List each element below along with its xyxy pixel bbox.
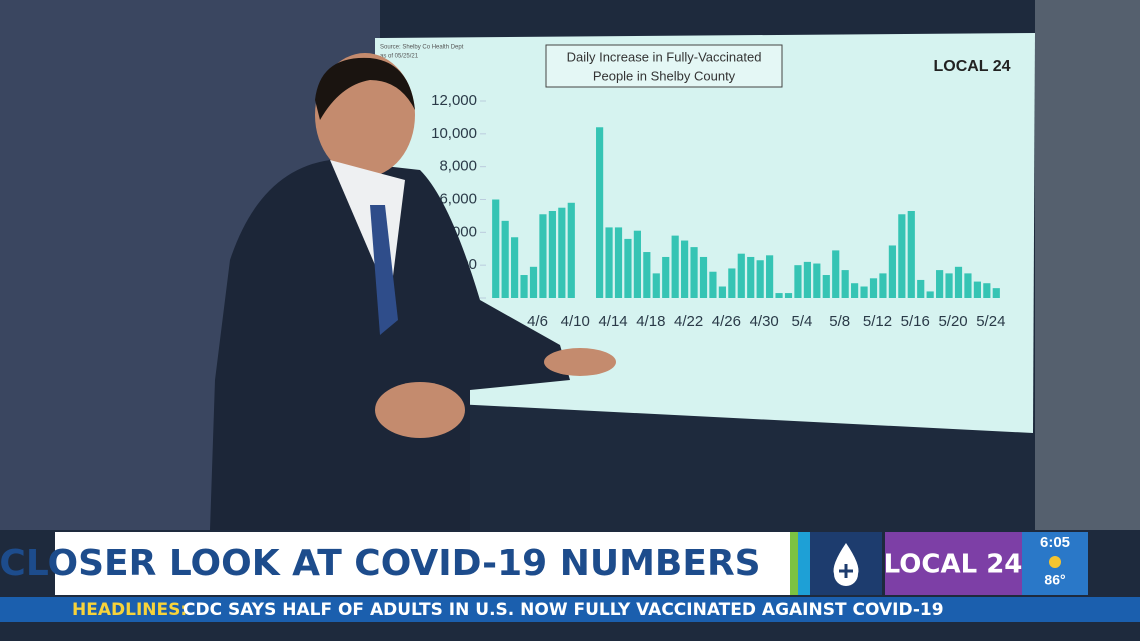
bar — [520, 275, 528, 298]
bar — [907, 210, 915, 298]
x-tick-label: 5/16 — [901, 313, 930, 330]
bar — [529, 266, 538, 298]
x-tick-label: 4/18 — [636, 313, 665, 330]
bar — [822, 275, 830, 298]
x-tick-label: 4/30 — [750, 313, 779, 330]
bar — [973, 281, 981, 298]
bar — [671, 235, 679, 298]
y-tick-label: 6,000 — [439, 190, 477, 207]
x-tick-label: 4/14 — [598, 313, 627, 330]
x-tick-label: 4/22 — [674, 313, 703, 330]
bar — [813, 263, 821, 298]
bar — [869, 278, 878, 298]
stripe — [798, 532, 810, 595]
bar — [888, 245, 896, 298]
bar — [954, 266, 963, 298]
bar — [917, 279, 925, 298]
bar — [501, 220, 509, 298]
bar — [803, 261, 811, 298]
y-tick-label: 8,000 — [439, 158, 477, 175]
x-tick-label: 5/12 — [863, 313, 892, 330]
bar — [775, 293, 783, 298]
presenter — [210, 53, 616, 530]
source: Source: Shelby Co Health Dept — [380, 45, 464, 51]
bar — [605, 227, 613, 298]
bar — [945, 273, 953, 298]
chart-title: People in Shelby County — [593, 68, 736, 83]
ticker-bar — [0, 597, 1140, 622]
source-date: as of 05/25/21 — [380, 54, 419, 60]
stripe — [790, 532, 798, 595]
x-tick-label: 5/4 — [792, 313, 813, 330]
bar — [983, 283, 991, 298]
chart-title: Daily Increase in Fully-Vaccinated — [567, 49, 762, 64]
bar — [596, 127, 604, 299]
bar — [841, 270, 849, 298]
y-tick-label: 10,000 — [431, 125, 477, 142]
bar — [652, 273, 660, 298]
y-tick-label: 12,000 — [431, 92, 477, 109]
bar — [794, 265, 802, 298]
bar — [662, 256, 670, 298]
temperature: 86° — [1044, 572, 1065, 588]
bar — [756, 260, 764, 298]
bar — [633, 230, 641, 298]
x-tick-label: 4/6 — [527, 313, 548, 330]
studio-wall — [1035, 0, 1140, 530]
ticker-label: HEADLINES: — [72, 600, 187, 620]
bar — [860, 286, 868, 298]
headline: CLOSER LOOK AT COVID-19 NUMBERS — [0, 543, 761, 584]
x-tick-label: 4/26 — [712, 313, 741, 330]
ticker-text: CDC SAYS HALF OF ADULTS IN U.S. NOW FULL… — [183, 600, 944, 620]
bar — [624, 238, 632, 298]
bar — [548, 210, 556, 298]
title-box — [545, 44, 783, 88]
bar — [709, 271, 717, 298]
bar — [690, 247, 698, 298]
headline-banner — [55, 532, 790, 595]
x-tick-label: 5/8 — [829, 313, 850, 330]
bar — [784, 293, 793, 298]
bar — [832, 250, 840, 298]
bar — [879, 273, 887, 298]
bar — [681, 240, 689, 298]
bar — [492, 199, 500, 298]
time: 6:05 — [1040, 534, 1070, 551]
screen — [375, 33, 1035, 433]
x-tick-label: 5/24 — [976, 313, 1005, 330]
bar — [511, 237, 519, 298]
bar — [898, 214, 906, 298]
bar — [747, 256, 755, 298]
station-box — [885, 532, 1022, 595]
logo: LOCAL 24 — [933, 58, 1010, 75]
bar — [737, 253, 745, 298]
bar — [936, 270, 944, 298]
bar — [728, 268, 736, 298]
weather-icon — [1049, 556, 1061, 568]
bar — [643, 252, 651, 298]
bar — [926, 291, 934, 298]
x-tick-label: 5/20 — [938, 313, 967, 330]
bar — [851, 283, 859, 298]
x-tick-label: 4/10 — [561, 313, 590, 330]
station-logo: LOCAL 24 — [884, 550, 1023, 580]
bar — [766, 255, 774, 298]
bar — [699, 256, 708, 298]
bar — [964, 273, 972, 298]
bar — [558, 207, 566, 298]
plus-icon — [839, 564, 853, 578]
bar — [567, 202, 575, 298]
bar — [992, 288, 1000, 298]
bar — [614, 227, 623, 298]
bar — [718, 286, 726, 298]
bar — [539, 214, 547, 298]
